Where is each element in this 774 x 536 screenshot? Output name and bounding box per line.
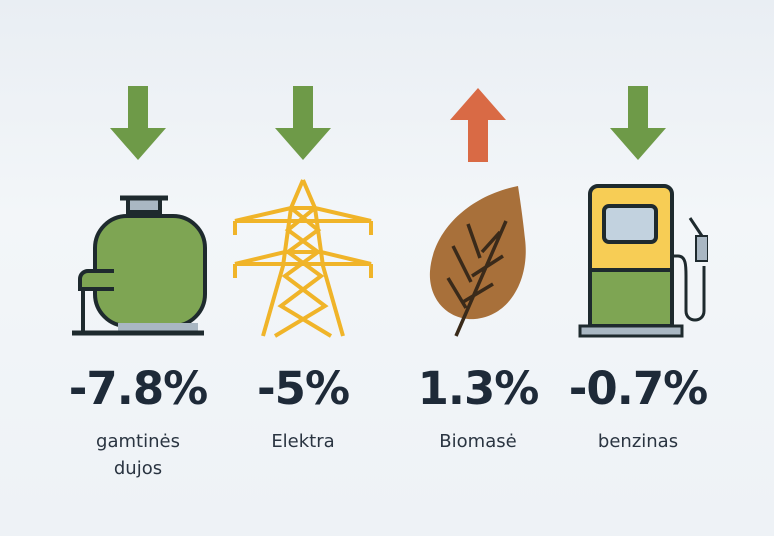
change-value: 1.3% bbox=[417, 362, 540, 415]
item-label: Biomasė bbox=[393, 428, 563, 455]
arrow-down-icon bbox=[110, 86, 166, 160]
item-label: gamtinės dujos bbox=[53, 428, 223, 482]
item-label: benzinas bbox=[553, 428, 723, 455]
power-pylon-icon bbox=[233, 179, 373, 338]
change-value: -0.7% bbox=[568, 362, 708, 415]
label-line-1: Biomasė bbox=[439, 431, 517, 452]
arrow-down-icon bbox=[610, 86, 666, 160]
label-line-2: dujos bbox=[113, 458, 163, 479]
label-line-1: benzinas bbox=[597, 431, 679, 452]
gas-tank-icon bbox=[72, 195, 207, 336]
leaf-icon bbox=[429, 186, 526, 337]
change-value: -5% bbox=[256, 362, 350, 415]
label-line-1: gamtinės bbox=[96, 431, 180, 452]
change-value: -7.8% bbox=[68, 362, 208, 415]
arrow-down-icon bbox=[275, 86, 331, 160]
fuel-pump-icon bbox=[578, 184, 708, 338]
label-line-1: Elektra bbox=[271, 431, 335, 452]
arrow-up-icon bbox=[450, 88, 506, 162]
item-label: Elektra bbox=[218, 428, 388, 455]
